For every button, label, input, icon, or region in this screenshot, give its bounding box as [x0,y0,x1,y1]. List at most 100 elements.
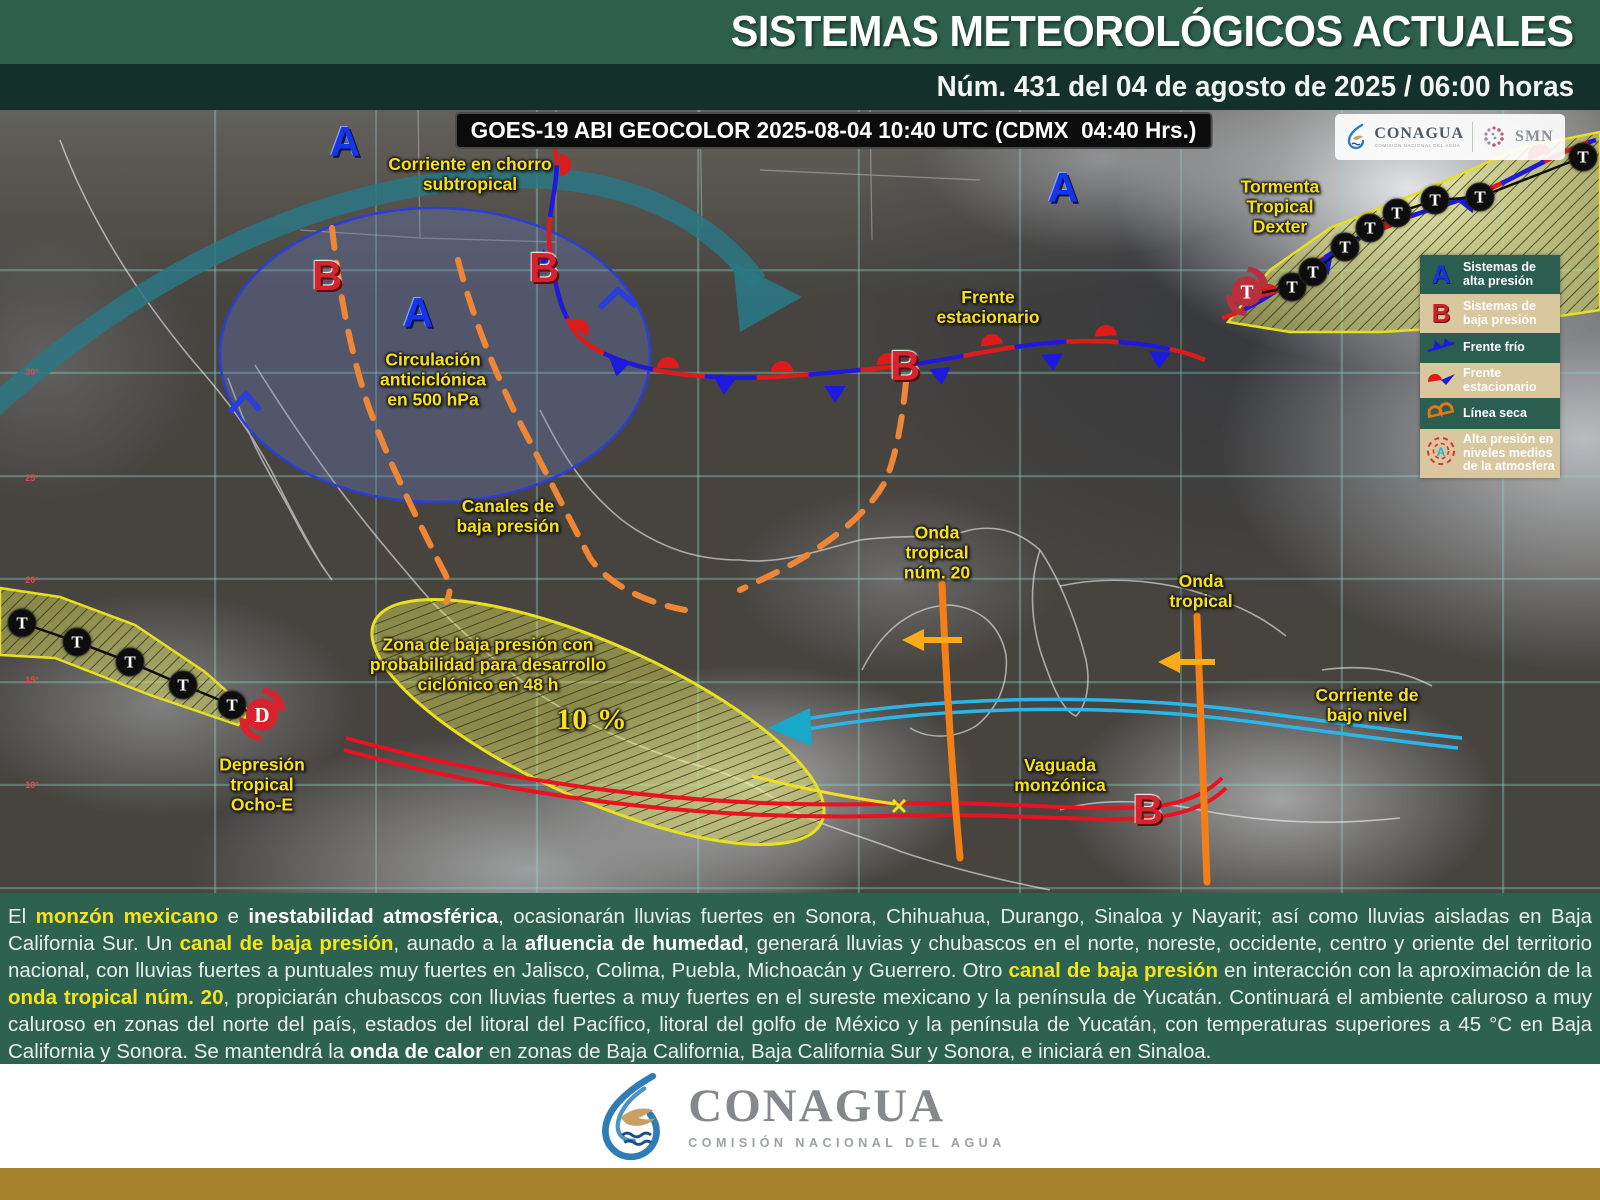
svg-text:A: A [1437,445,1446,459]
tropical-wave-label: Onda tropical [1169,571,1233,611]
development-zone [370,597,826,847]
svg-text:D: D [254,703,269,727]
legend-item: B Sistemas de baja presión [1420,294,1560,333]
summary-segment: inestabilidad atmosférica [248,905,499,928]
conagua-wordmark: CONAGUA COMISIÓN NACIONAL DEL AGUA [688,1079,1006,1150]
dexter-symbol: T [1221,266,1273,323]
latitude-label: 10° [25,780,39,790]
high-pressure-icon: A [1431,259,1451,289]
dexter-label: Tormenta Tropical Dexter [1240,176,1320,236]
low-pressure-letter: B [1132,786,1164,833]
ochoe-track-point: T [7,608,37,638]
dexter-track-point: T [1330,232,1360,262]
channels-label: Canales de baja presión [456,496,560,536]
latitude-label: 15° [25,675,39,685]
legend-item-label: Frente estacionario [1463,366,1537,394]
ochoe-symbol: D [234,687,290,748]
summary-segment: , propiciarán chubascos con lluvias fuer… [8,986,1592,1064]
svg-text:T: T [1240,283,1253,304]
ochoe-label: Depresión tropical Ocho-E [219,754,305,814]
dexter-track-point: T [1465,182,1495,212]
logo-divider [1472,122,1474,152]
summary-segment: en interacción con la aproximación de la [1218,959,1592,983]
coastlines [59,139,1433,891]
low-pressure-letter: B [311,252,343,299]
smn-wordmark: SMN [1515,128,1554,145]
latitude-label: 25° [25,473,39,483]
low-pressure-channels [329,225,909,613]
development-probability: 10 % [556,703,628,737]
tropical-wave-20-label: Onda tropical núm. 20 [903,522,971,582]
low-pressure-letter: B [528,244,560,291]
summary-segment: onda tropical núm. 20 [8,986,224,1010]
anticyclone-ellipse [218,206,652,504]
summary-segment: canal de baja presión [179,932,394,956]
legend-item-label: Sistemas de alta presión [1463,260,1536,288]
jet-stream-arrow [0,167,802,416]
dexter-track-point: T [1298,257,1328,287]
weather-summary: El monzón mexicano e inestabilidad atmos… [0,893,1600,1064]
legend-item: Frente frío [1420,333,1560,363]
development-zone-label: Zona de baja presión con probabilidad pa… [369,634,607,694]
conagua-logo [602,1072,661,1161]
state-borders [299,110,981,282]
map-legend: A Sistemas de alta presión B Sistemas de ba… [1420,255,1560,478]
legend-item-label: Alta presión en niveles medios de la atm… [1463,432,1555,473]
cold-front-icon [1427,337,1455,352]
high-pressure-letter: A [329,118,361,165]
legend-item: A Alta presión en niveles medios de la at… [1420,429,1560,478]
low-level-current [768,697,1463,750]
stationary-front [539,139,1206,403]
monsoon-trough-label: Vaguada monzónica [1014,755,1106,795]
satellite-map: GOES-19 ABI GEOCOLOR 2025-08-04 10:40 UT… [0,110,1600,893]
summary-segment: afluencia de humedad [524,932,744,956]
dexter-track-point: T [1568,142,1598,172]
dry-line-icon [1427,402,1455,419]
stationary-front-label: Frente estacionario [936,287,1040,327]
summary-segment: onda de calor [349,1040,484,1064]
legend-item-label: Frente frío [1463,340,1525,355]
page-title: SISTEMAS METEOROLÓGICOS ACTUALES [731,7,1574,56]
legend-item: Línea seca [1420,398,1560,429]
satellite-caption: GOES-19 ABI GEOCOLOR 2025-08-04 10:40 UT… [455,112,1213,149]
header-subtitle-bar: Núm. 431 del 04 de agosto de 2025 / 06:0… [0,64,1600,110]
dexter-track-point: T [1382,198,1412,228]
summary-segment: , generará lluvias y chubascos en el nor… [8,932,1593,983]
footer-gold-bar [0,1168,1600,1200]
summary-segment: , ocasionarán lluvias fuertes en Sonora,… [8,905,1592,956]
legend-item-label: Línea seca [1463,405,1527,420]
jet-stream-label: Corriente en chorro subtropical [388,154,552,194]
legend-item-label: Sistemas de baja presión [1463,299,1537,327]
conagua-drop-icon [1348,123,1365,150]
bulletin-number: Núm. 431 del 04 de agosto de 2025 / 06:0… [936,70,1574,103]
footer: CONAGUA COMISIÓN NACIONAL DEL AGUA [0,1064,1600,1168]
summary-segment: e [218,905,249,928]
map-overlay-graphics [0,110,1600,891]
smn-swirl-icon [1484,126,1504,147]
ochoe-track-point: T [168,670,198,700]
monsoon-trough [343,736,1228,821]
anticyclone-label: Circulación anticiclónica en 500 hPa [379,349,487,409]
summary-segment: , aunado a la [393,932,525,956]
tropical-wave-line-20 [902,580,964,862]
tropical-wave-line [1158,612,1215,886]
ochoe-track-point: T [62,627,92,657]
stationary-front-icon [1427,373,1455,385]
ochoe-track-point: T [115,647,145,677]
trough-axis-yellow [751,774,907,814]
high-pressure-letter: A [1047,164,1079,211]
low-level-current-label: Corriente de bajo nivel [1315,685,1419,725]
latitude-label: 30° [25,367,39,377]
dexter-track-point: T [1420,185,1450,215]
summary-segment: en zonas de Baja California, Baja Califo… [483,1040,1212,1064]
ochoe-track-point: T [217,690,247,720]
mid-level-high-icon: A [1427,436,1455,465]
conagua-mini-wordmark: CONAGUA COMISIÓN NACIONAL DEL AGUA [1374,124,1465,148]
legend-item: A Sistemas de alta presión [1420,255,1560,294]
agency-logos: CONAGUA COMISIÓN NACIONAL DEL AGUA SMN [1335,114,1565,160]
latitude-label: 20° [25,575,39,585]
summary-segment: monzón mexicano [35,905,219,928]
summary-segment: El [8,905,36,928]
high-pressure-letter: A [402,289,434,336]
